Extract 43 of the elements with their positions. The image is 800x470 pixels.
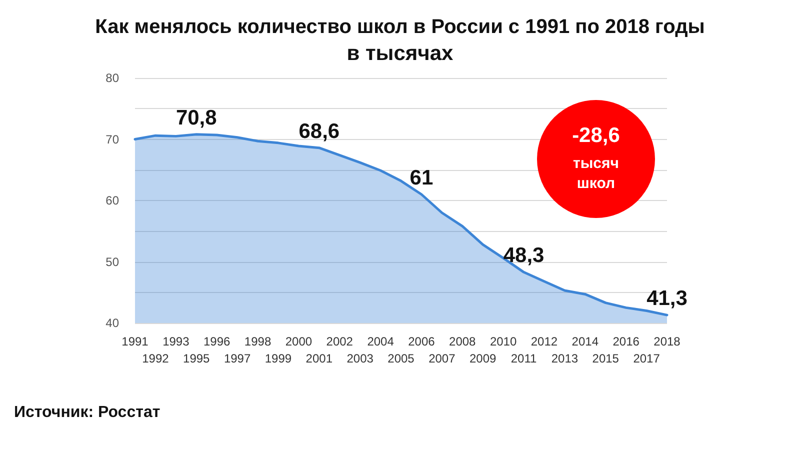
y-tick-label: 40 xyxy=(106,316,120,330)
data-label: 68,6 xyxy=(298,120,340,143)
x-tick-label: 2004 xyxy=(367,334,394,348)
text: Источник: Росстат xyxy=(14,404,160,422)
data-label: 48,3 xyxy=(503,244,544,268)
x-tick-label: 2002 xyxy=(326,334,354,348)
x-tick-label: 2003 xyxy=(346,352,374,366)
x-tick-label: 2012 xyxy=(530,334,558,348)
x-tick-label: 1996 xyxy=(203,334,231,348)
x-tick-label: 2001 xyxy=(306,352,333,366)
x-tick-label: 1991 xyxy=(122,334,149,348)
data-label: 41,3 xyxy=(646,287,688,310)
x-tick-label: 1999 xyxy=(264,352,292,366)
chart-subtitle: в тысячах xyxy=(346,42,454,65)
x-tick-label: 1995 xyxy=(183,352,210,366)
x-tick-label: 2011 xyxy=(510,352,537,366)
x-tick-label: 1998 xyxy=(244,334,272,348)
round-badge: -28,6 тысяч школ xyxy=(537,100,655,218)
x-tick-label: 2013 xyxy=(551,352,578,366)
x-tick-label: 2000 xyxy=(285,334,312,348)
x-tick-label: 1992 xyxy=(142,352,170,366)
x-tick-label: 2006 xyxy=(408,334,436,348)
y-tick-label: 70 xyxy=(106,132,120,146)
x-tick-label: 2014 xyxy=(572,334,599,348)
data-label: 70,8 xyxy=(176,106,218,130)
annotation: тысяч школ xyxy=(572,154,620,194)
x-tick-label: 2007 xyxy=(428,352,456,366)
x-tick-label: 2010 xyxy=(490,334,517,348)
x-tick-label: 2016 xyxy=(612,334,640,348)
x-tick-label: 2015 xyxy=(592,352,620,366)
x-tick-label: 1997 xyxy=(224,352,251,366)
annotation: -28,6 xyxy=(572,124,620,148)
x-tick-label: 2009 xyxy=(469,352,497,366)
x-tick-label: 2008 xyxy=(449,334,476,348)
y-tick-label: 50 xyxy=(106,254,120,269)
data-label: 61 xyxy=(410,166,434,190)
y-tick-label: 80 xyxy=(106,71,120,85)
x-tick-label: 1993 xyxy=(162,334,190,348)
y-tick-label: 60 xyxy=(106,194,120,208)
x-tick-label: 2005 xyxy=(388,352,415,366)
chart-title: Как менялось количество школ в России с 1991 по 2018 годы xyxy=(95,16,705,38)
x-tick-label: 2017 xyxy=(633,352,660,366)
x-tick-label: 2018 xyxy=(654,334,681,348)
